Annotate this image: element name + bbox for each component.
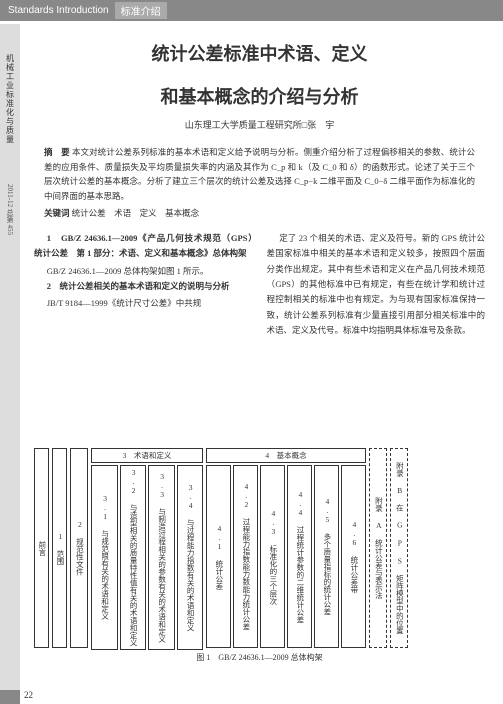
- section-1-heading: 1 GB/Z 24636.1—2009《产品几何技术规范（GPS） 统计公差 第…: [34, 231, 253, 262]
- figure-1-caption: 图 1 GB/Z 24636.1—2009 总体构架: [34, 652, 485, 663]
- box-4-1: 4.1 统计公差: [206, 465, 231, 648]
- box-3-4: 3.4 与过程能力指数有关的术语和定义: [177, 465, 204, 650]
- tab-cn: 标准介绍: [115, 2, 167, 19]
- section-2-text: JB/T 9184—1999《统计尺寸公差》中共规: [34, 296, 253, 311]
- keywords-label: 关键词: [44, 208, 70, 218]
- group-4: 4 基本概念 4.1 统计公差 4.2 过程能力指数能力数能力统计公差 4.3 …: [206, 448, 366, 648]
- right-column: 定了 23 个相关的术语、定义及符号。新的 GPS 统计公差国家标准中相关的基本…: [267, 231, 486, 338]
- box-4-5: 4.5 多个质量指标的统计公差: [314, 465, 339, 648]
- footer-bar: [0, 690, 20, 704]
- abstract: 摘 要 本文对统计公差系列标准的基本术语和定义给予说明与分析。侧重介绍分析了过程…: [44, 145, 475, 203]
- box-scope: 1 范围: [52, 448, 67, 648]
- left-column: 1 GB/Z 24636.1—2009《产品几何技术规范（GPS） 统计公差 第…: [34, 231, 253, 338]
- abstract-text: 本文对统计公差系列标准的基本术语和定义给予说明与分析。侧重介绍分析了过程偏移相关…: [44, 147, 475, 200]
- author-line: 山东理工大学质量工程研究所□张 宇: [24, 118, 495, 131]
- box-foreword: 前言: [34, 448, 49, 648]
- box-4-2: 4.2 过程能力指数能力数能力统计公差: [233, 465, 258, 648]
- left-sidebar: 机械工业标准化与质量 2011-12 总第 455: [0, 24, 20, 704]
- body-columns: 1 GB/Z 24636.1—2009《产品几何技术规范（GPS） 统计公差 第…: [34, 231, 485, 338]
- section-2-heading: 2 统计公差相关的基本术语和定义的说明与分析: [34, 279, 253, 294]
- title-line-2: 和基本概念的介绍与分析: [24, 85, 495, 110]
- page-number: 22: [24, 690, 33, 700]
- group-3: 3 术语和定义 3.1 与规范限有关的术语和定义 3.2 与造型相关的质量特性值…: [91, 448, 203, 648]
- box-4-3: 4.3 标准化的三个层次: [260, 465, 285, 648]
- box-4-4: 4.4 过程统计参数的二维统计公差: [287, 465, 312, 648]
- group-3-head: 3 术语和定义: [91, 448, 203, 463]
- abstract-label: 摘 要: [44, 147, 70, 157]
- figure-1: 前言 1 范围 2 规范性文件 3 术语和定义 3.1 与规范限有关的术语和定义…: [34, 448, 485, 678]
- right-column-text: 定了 23 个相关的术语、定义及符号。新的 GPS 统计公差国家标准中相关的基本…: [267, 231, 486, 338]
- figure-1-row: 前言 1 范围 2 规范性文件 3 术语和定义 3.1 与规范限有关的术语和定义…: [34, 448, 485, 648]
- keywords-text: 统计公差 术语 定义 基本概念: [72, 208, 200, 218]
- issue-date: 2011-12 总第 455: [5, 184, 15, 235]
- keywords: 关键词 统计公差 术语 定义 基本概念: [44, 207, 475, 219]
- journal-name: 机械工业标准化与质量: [5, 54, 16, 144]
- box-3-3: 3.3 与制造过程相关的参数有关的术语和定义: [148, 465, 175, 650]
- tab-en: Standards Introduction: [8, 5, 109, 16]
- box-4-6: 4.6 统计公差带: [341, 465, 366, 648]
- box-3-2: 3.2 与造型相关的质量特性值有关的术语和定义: [120, 465, 147, 650]
- header-tab-bar: Standards Introduction 标准介绍: [0, 0, 503, 21]
- box-appendix-b: 附录 B 在 G P S 矩阵模型中的位置: [390, 448, 408, 648]
- box-normative: 2 规范性文件: [70, 448, 88, 648]
- group-4-head: 4 基本概念: [206, 448, 366, 463]
- section-1-text: GB/Z 24636.1—2009 总体构架如图 1 所示。: [34, 264, 253, 279]
- title-line-1: 统计公差标准中术语、定义: [24, 42, 495, 67]
- page-body: 统计公差标准中术语、定义 和基本概念的介绍与分析 山东理工大学质量工程研究所□张…: [24, 24, 495, 682]
- box-3-1: 3.1 与规范限有关的术语和定义: [91, 465, 118, 650]
- box-appendix-a: 附录 A 统计公差与表示法: [369, 448, 387, 648]
